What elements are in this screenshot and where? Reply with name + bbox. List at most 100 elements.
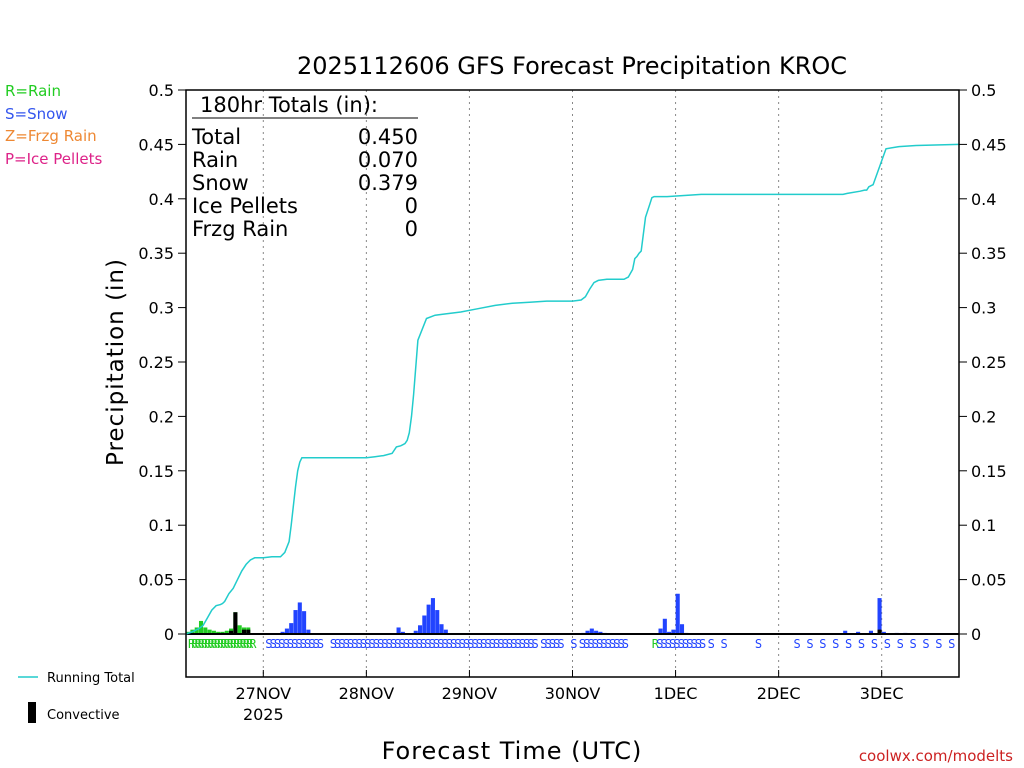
precip-bar — [868, 630, 874, 634]
ptype-mark-snow: S — [334, 637, 341, 651]
precip-bar — [224, 630, 229, 634]
precip-bar — [211, 630, 216, 634]
ptype-mark-snow: S — [476, 637, 483, 651]
ptype-mark-snow: S — [699, 637, 706, 651]
y-tick-label-left: 0.35 — [138, 244, 174, 263]
ptype-mark-snow: S — [708, 637, 715, 651]
y-tick-label-right: 0.1 — [971, 516, 996, 535]
x-tick-label-3DEC: 3DEC — [860, 684, 904, 703]
ptype-mark-snow: S — [845, 637, 852, 651]
ptype-mark-snow: S — [454, 637, 461, 651]
ptype-mark-rain: R — [204, 637, 212, 651]
ptype-mark-snow: S — [364, 637, 371, 651]
precip-bar — [400, 631, 405, 634]
ptype-mark-snow: S — [755, 637, 762, 651]
ptype-mark-snow: S — [605, 637, 612, 651]
ptype-mark-rain: R — [236, 637, 244, 651]
ptype-mark-snow: S — [656, 637, 663, 651]
legend-freezing-rain: Z=Frzg Rain — [5, 127, 97, 145]
ptype-mark-snow: S — [523, 637, 530, 651]
ptype-mark-snow: S — [592, 637, 599, 651]
ptype-mark-rain: R — [194, 637, 202, 651]
ptype-mark-snow: S — [549, 637, 556, 651]
precip-bar — [306, 629, 311, 634]
ptype-mark-rain: R — [214, 637, 222, 651]
totals-value-ice-pellets: 0 — [405, 194, 418, 218]
ptype-mark-rain: R — [217, 637, 225, 651]
precip-bar — [422, 615, 427, 634]
y-tick-label-left: 0.25 — [138, 353, 174, 372]
ptype-mark-snow: S — [540, 637, 547, 651]
running-total-line — [185, 143, 960, 635]
ptype-mark-snow: S — [274, 637, 281, 651]
ptype-mark-rain: R — [207, 637, 215, 651]
y-tick-label-left: 0.2 — [149, 407, 174, 426]
ptype-mark-rain: R — [652, 637, 660, 651]
ptype-mark-snow: S — [669, 637, 676, 651]
ptype-mark-snow: S — [459, 637, 466, 651]
ptype-mark-rain: R — [243, 637, 251, 651]
y-tick-label-left: 0.3 — [149, 299, 174, 318]
x-axis-label: Forecast Time (UTC) — [382, 737, 643, 765]
totals-header: 180hr Totals (in): — [200, 93, 378, 117]
y-tick-label-left: 0.5 — [149, 81, 174, 100]
convective-bar — [241, 629, 247, 634]
y-tick-label-right: 0.25 — [971, 353, 1007, 372]
precip-type-legend: R=Rain S=Snow Z=Frzg Rain P=Ice Pellets — [5, 82, 102, 168]
convective-key-label: Convective — [47, 708, 120, 723]
ptype-mark-snow: S — [381, 637, 388, 651]
precip-bar — [237, 625, 242, 634]
ptype-mark-snow: S — [493, 637, 500, 651]
ptype-mark-snow: S — [428, 637, 435, 651]
precip-bar — [881, 631, 886, 634]
ptype-mark-snow: S — [596, 637, 603, 651]
y-tick-label-right: 0.15 — [971, 462, 1007, 481]
totals-value-snow: 0.379 — [358, 171, 418, 195]
ptype-mark-snow: S — [553, 637, 560, 651]
y-tick-label-left: 0.4 — [149, 190, 174, 209]
ptype-mark-snow: S — [386, 637, 393, 651]
precip-bar — [289, 623, 294, 634]
ptype-mark-snow: S — [690, 637, 697, 651]
precip-bar — [856, 631, 861, 634]
ptype-mark-snow: S — [695, 637, 702, 651]
precip-bar — [216, 631, 221, 634]
precip-bar — [194, 627, 199, 634]
ptype-mark-snow: S — [600, 637, 607, 651]
vertical-gridlines — [262, 90, 883, 677]
ptype-mark-rain: R — [233, 637, 241, 651]
x-tick-label-29NOV: 29NOV — [442, 684, 498, 703]
ptype-mark-snow: S — [467, 637, 474, 651]
precip-bar — [413, 630, 418, 634]
x-tick-label-2DEC: 2DEC — [757, 684, 801, 703]
ptype-mark-snow: S — [660, 637, 667, 651]
ptype-mark-snow: S — [398, 637, 405, 651]
precip-bar — [302, 611, 307, 634]
precip-bar — [293, 610, 298, 634]
precip-bar — [284, 628, 289, 634]
ptype-mark-snow: S — [832, 637, 839, 651]
ptype-mark-snow: S — [682, 637, 689, 651]
precip-bar — [667, 631, 672, 634]
ptype-mark-snow: S — [721, 637, 728, 651]
ptype-mark-snow: S — [871, 637, 878, 651]
totals-value-total: 0.450 — [358, 125, 418, 149]
precip-bar — [843, 630, 848, 634]
precip-bar — [662, 618, 667, 634]
precip-bar — [203, 627, 208, 634]
ptype-mark-snow: S — [300, 637, 307, 651]
ptype-mark-snow: S — [265, 637, 272, 651]
totals-value-freezing-rain: 0 — [405, 217, 418, 241]
ptype-mark-snow: S — [377, 637, 384, 651]
ptype-mark-snow: S — [497, 637, 504, 651]
x-tick-label-28NOV: 28NOV — [339, 684, 395, 703]
precip-bar — [207, 629, 212, 634]
totals-label-ice-pellets: Ice Pellets — [192, 194, 298, 218]
ptype-mark-rain: R — [240, 637, 248, 651]
precip-bar — [877, 598, 882, 634]
ptype-mark-snow: S — [278, 637, 285, 651]
totals-label-rain: Rain — [192, 148, 238, 172]
precip-bar — [675, 593, 680, 634]
x-tick-label-30NOV: 30NOV — [545, 684, 601, 703]
ptype-mark-snow: S — [544, 637, 551, 651]
